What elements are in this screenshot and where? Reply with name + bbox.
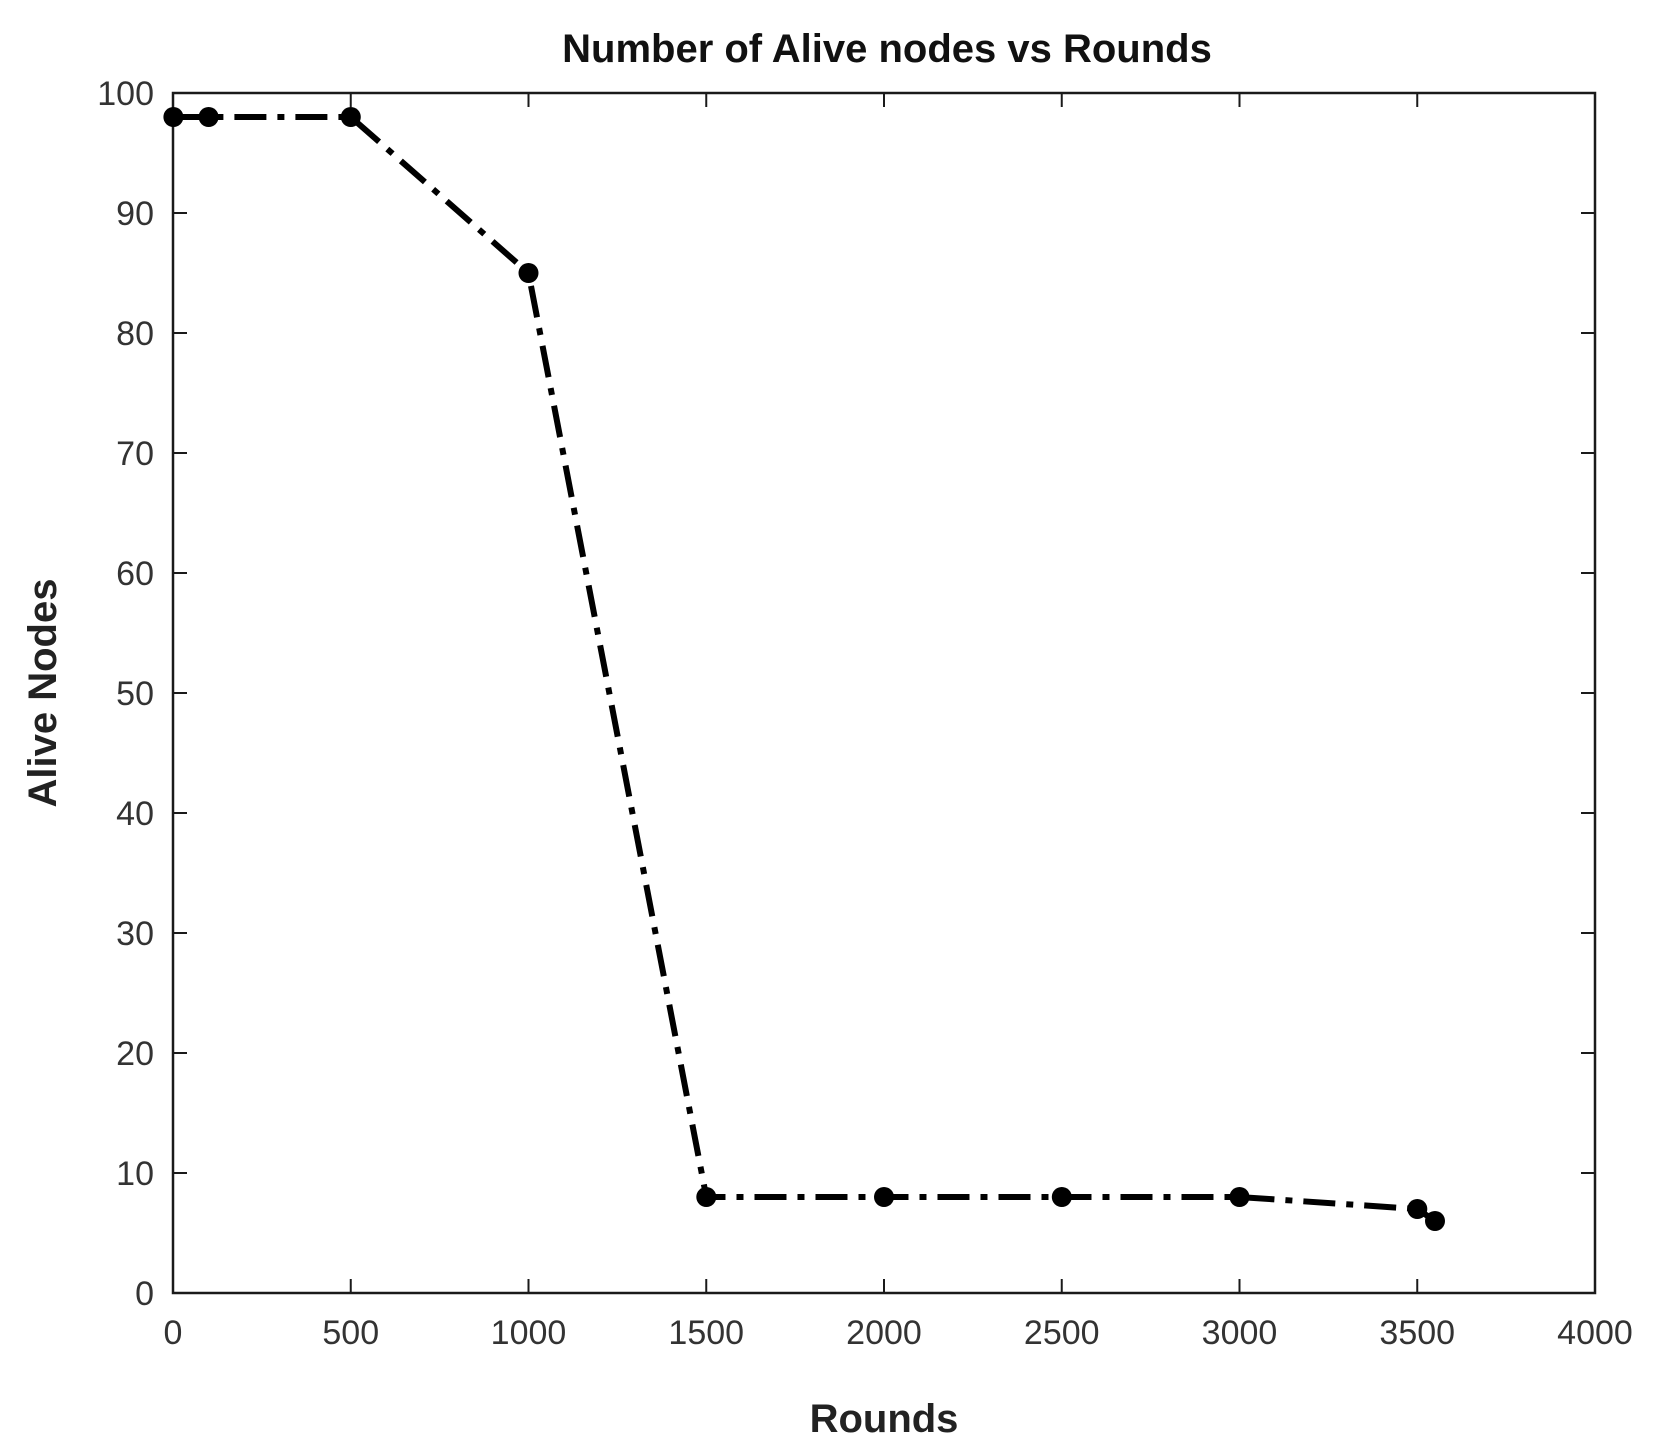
x-axis-tick-labels: 0 500 1000 1500 2000 2500 3000 3500 4000 (164, 1314, 1633, 1352)
data-point-0-2 (340, 107, 361, 127)
y-axis-label: Alive Nodes (21, 579, 65, 808)
data-point-0-4 (696, 1187, 717, 1207)
x-tick-label-4: 2000 (846, 1314, 922, 1352)
y-axis-ticks (173, 92, 1595, 1294)
data-point-0-1 (198, 107, 219, 127)
x-tick-label-1: 500 (322, 1314, 379, 1352)
y-tick-label-6: 60 (116, 555, 154, 593)
series-0 (163, 107, 1445, 1231)
x-tick-label-3: 1500 (668, 1314, 744, 1352)
x-tick-label-0: 0 (164, 1314, 183, 1352)
y-tick-label-1: 10 (116, 1155, 154, 1193)
data-point-0-0 (163, 107, 184, 127)
y-tick-label-9: 90 (116, 195, 154, 233)
series-line-0 (173, 114, 1437, 1224)
x-tick-label-2: 1000 (491, 1314, 567, 1352)
data-point-0-9 (1425, 1211, 1445, 1231)
data-point-0-7 (1229, 1187, 1250, 1207)
x-tick-label-6: 3000 (1202, 1314, 1278, 1352)
y-tick-label-0: 0 (135, 1275, 154, 1313)
chart-title: Number of Alive nodes vs Rounds (562, 27, 1212, 71)
x-axis-ticks (172, 93, 1596, 1293)
x-tick-label-8: 4000 (1557, 1314, 1633, 1352)
data-point-0-5 (874, 1187, 894, 1207)
plot-area: 0 500 1000 1500 2000 2500 3000 3500 4000 0 10 20 30… (97, 75, 1633, 1352)
y-axis-tick-labels: 0 10 20 30 40 50 60 70 80 90 100 (97, 75, 154, 1313)
data-point-0-3 (518, 263, 539, 283)
data-point-0-8 (1407, 1199, 1428, 1219)
y-tick-label-4: 40 (116, 795, 154, 833)
x-axis-label: Rounds (810, 1397, 959, 1441)
y-tick-label-3: 30 (116, 915, 154, 953)
x-tick-label-5: 2500 (1024, 1314, 1100, 1352)
y-tick-label-2: 20 (116, 1035, 154, 1073)
y-tick-label-8: 80 (116, 315, 154, 353)
x-tick-label-7: 3500 (1379, 1314, 1455, 1352)
series-layer (163, 107, 1445, 1231)
data-point-0-6 (1051, 1187, 1072, 1207)
y-tick-label-10: 100 (97, 75, 154, 113)
y-tick-label-7: 70 (116, 435, 154, 473)
y-tick-label-5: 50 (116, 675, 154, 713)
